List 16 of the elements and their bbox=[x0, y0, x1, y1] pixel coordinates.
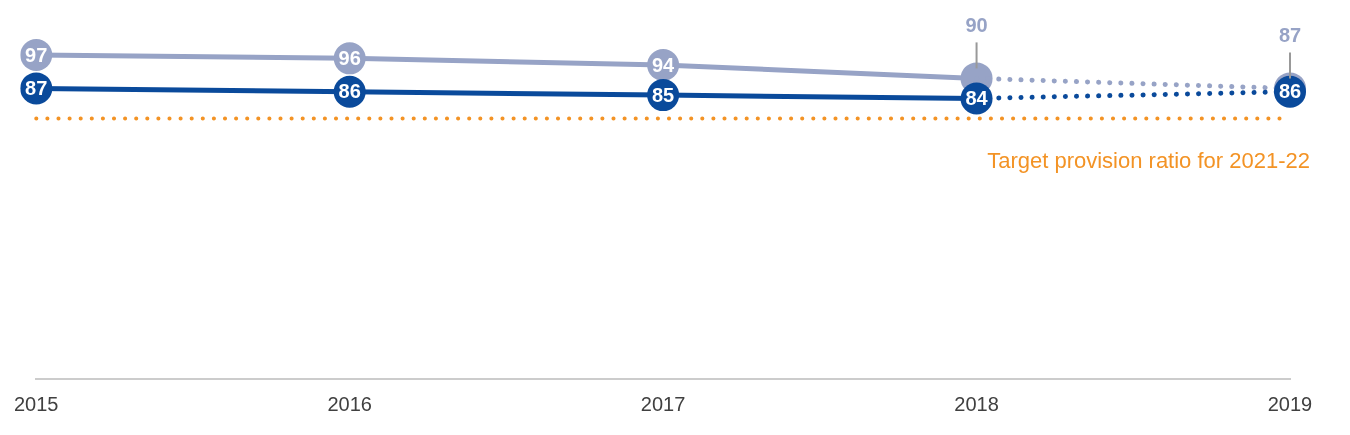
data-label: 90 bbox=[965, 13, 988, 36]
data-label: 97 bbox=[25, 43, 48, 66]
data-label: 87 bbox=[25, 76, 48, 99]
data-label: 85 bbox=[652, 83, 675, 106]
x-tick-label: 2016 bbox=[327, 392, 372, 415]
x-tick-label: 2018 bbox=[954, 392, 999, 415]
data-label: 86 bbox=[1278, 80, 1302, 103]
data-label: 96 bbox=[338, 46, 361, 69]
data-label: 84 bbox=[965, 86, 989, 109]
x-tick-label: 2015 bbox=[14, 392, 59, 415]
ref-line-label: Target provision ratio for 2021-22 bbox=[987, 147, 1310, 173]
data-label: 87 bbox=[1278, 23, 1302, 46]
x-tick-label: 2017 bbox=[640, 392, 686, 415]
data-label: 86 bbox=[338, 80, 361, 103]
data-label: 94 bbox=[652, 53, 676, 76]
x-tick-label: 2019 bbox=[1267, 392, 1313, 415]
